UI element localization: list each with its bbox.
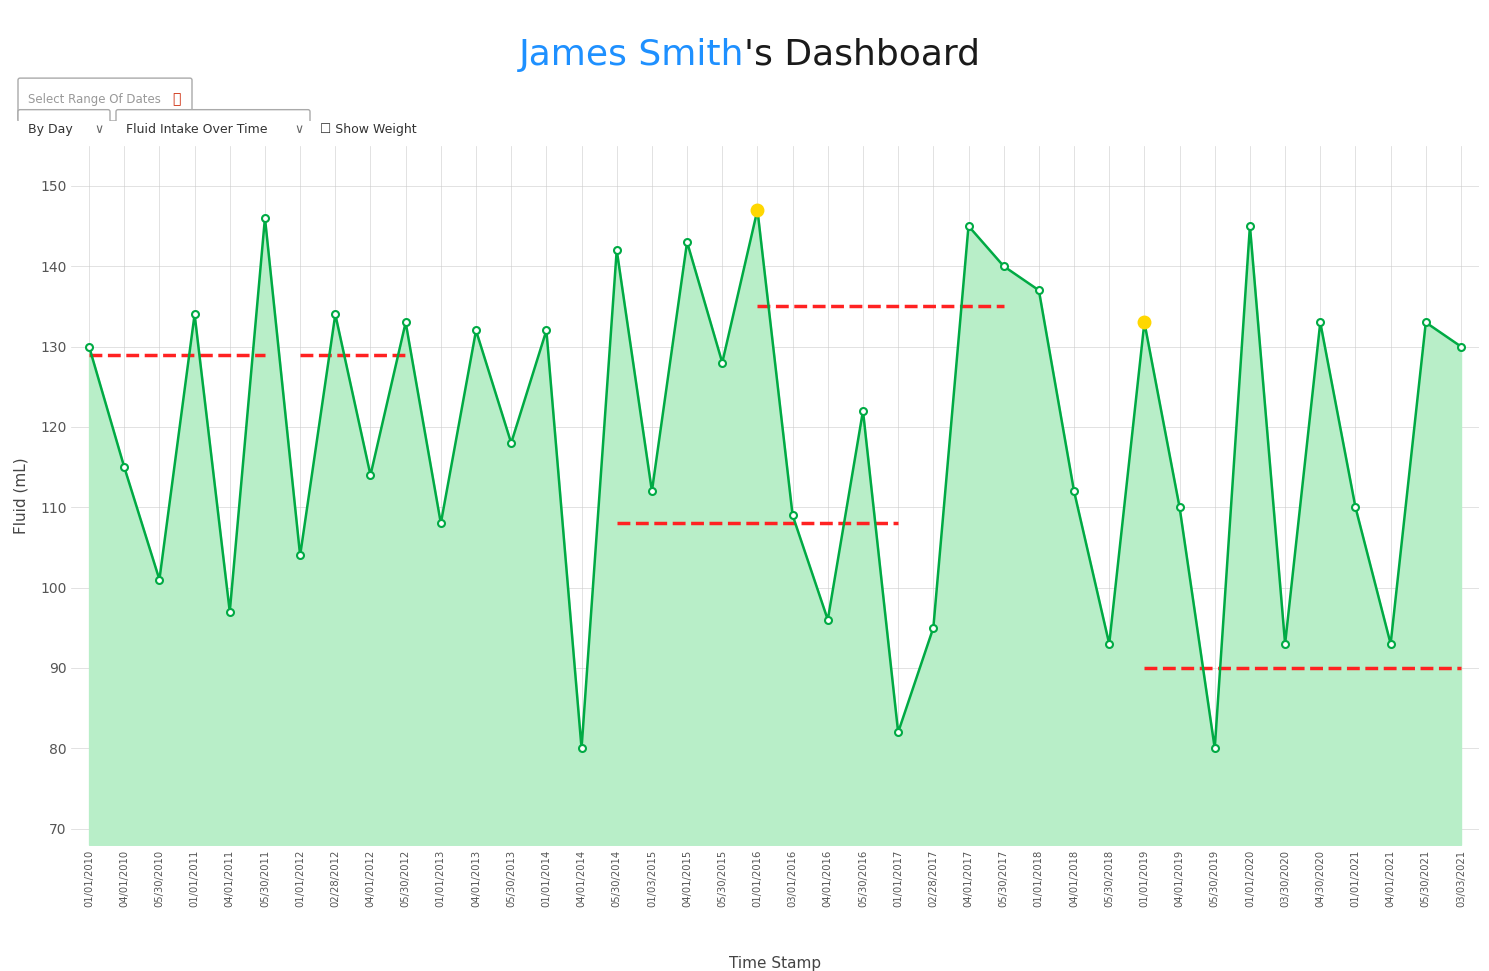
Text: By Day: By Day (28, 123, 73, 136)
Text: 📅: 📅 (173, 92, 180, 107)
X-axis label: Time Stamp: Time Stamp (730, 955, 820, 971)
Y-axis label: Fluid (mL): Fluid (mL) (13, 457, 28, 533)
Text: ☐ Show Weight: ☐ Show Weight (320, 123, 417, 136)
Text: 's Dashboard: 's Dashboard (744, 38, 980, 72)
FancyBboxPatch shape (18, 78, 192, 121)
Text: Fluid Intake Over Time: Fluid Intake Over Time (127, 123, 268, 136)
Text: ∨: ∨ (94, 123, 103, 136)
FancyBboxPatch shape (116, 110, 310, 151)
FancyBboxPatch shape (18, 110, 110, 151)
Text: James Smith: James Smith (518, 38, 744, 72)
Text: ∨: ∨ (293, 123, 304, 136)
Text: Select Range Of Dates: Select Range Of Dates (28, 93, 161, 106)
